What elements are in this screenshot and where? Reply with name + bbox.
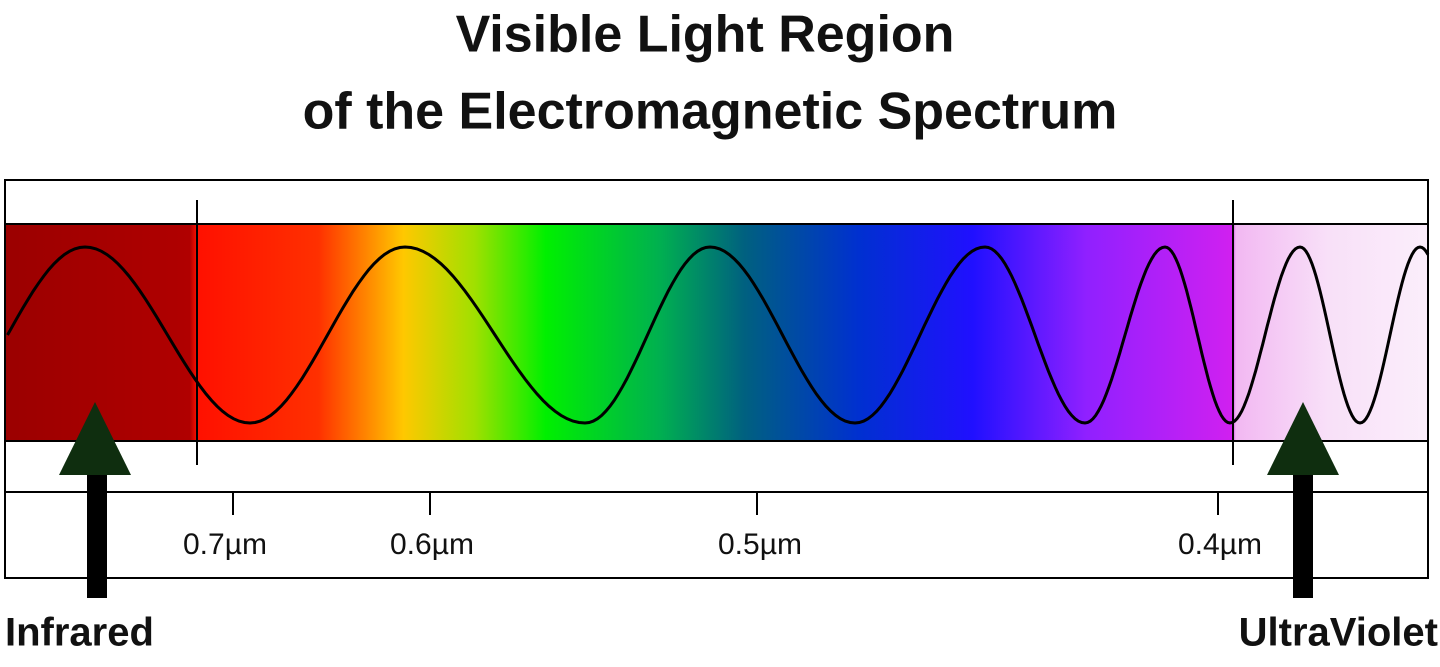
- scale-label: 0.5µm: [718, 528, 802, 561]
- arrow-label: UltraViolet: [1239, 611, 1438, 655]
- arrow: [59, 402, 131, 598]
- scale-label: 0.4µm: [1178, 528, 1262, 561]
- spectrum-band: [4, 223, 1429, 442]
- arrow-label: Infrared: [5, 611, 154, 655]
- scale-label: 0.7µm: [183, 528, 267, 561]
- title-line: Visible Light Region: [456, 6, 955, 64]
- arrow: [1267, 402, 1339, 598]
- title-line: of the Electromagnetic Spectrum: [303, 83, 1118, 141]
- scale-ticks: [232, 492, 1219, 515]
- scale-label: 0.6µm: [390, 528, 474, 561]
- wave: [6, 245, 1430, 425]
